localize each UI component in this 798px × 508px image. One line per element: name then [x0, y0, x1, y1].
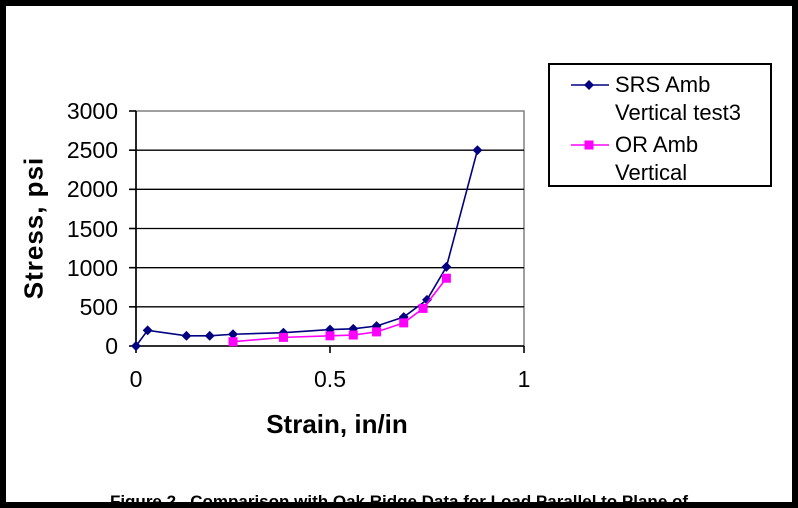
- diamond-marker-icon: [571, 80, 609, 90]
- data-point-diamond: [204, 330, 215, 341]
- legend-label-or: OR Amb Vertical: [615, 131, 698, 187]
- figure-caption: Figure 2. Comparison with Oak Ridge Data…: [10, 447, 788, 508]
- y-axis-title: Stress, psi: [18, 156, 49, 300]
- square-marker-icon: [571, 140, 609, 150]
- x-tick-label: 1: [517, 366, 531, 392]
- legend-label-line: SRS Amb: [615, 72, 711, 97]
- data-point-diamond: [472, 145, 483, 156]
- data-point-square: [372, 327, 382, 337]
- caption-line-1: Figure 2. Comparison with Oak Ridge Data…: [109, 492, 689, 508]
- data-point-diamond: [441, 261, 452, 272]
- series-line: [135, 149, 479, 347]
- data-point-diamond: [131, 341, 141, 351]
- data-point-diamond: [228, 329, 238, 340]
- data-point-square: [418, 303, 428, 313]
- data-point-square: [325, 331, 335, 341]
- legend-label-line: Vertical: [615, 160, 688, 185]
- data-point-square: [278, 332, 288, 342]
- x-axis-title: Strain, in/in: [266, 409, 408, 439]
- data-point-square: [348, 330, 358, 340]
- y-tick-label: 0: [105, 333, 118, 359]
- y-tick-label: 3000: [66, 98, 118, 124]
- data-point-diamond: [181, 330, 192, 341]
- legend-label-srs: SRS Amb Vertical test3: [615, 71, 741, 127]
- legend-label-line: OR Amb: [615, 132, 699, 157]
- y-tick-label: 1000: [66, 254, 118, 281]
- legend-entry-or: OR Amb Vertical: [570, 131, 770, 187]
- data-point-diamond: [142, 325, 153, 336]
- legend: SRS Amb Vertical test3 OR Amb Vertical: [548, 63, 772, 187]
- data-point-square: [441, 273, 451, 283]
- legend-entry-srs: SRS Amb Vertical test3: [570, 71, 770, 127]
- y-tick-label: 500: [79, 293, 118, 320]
- data-point-square: [228, 337, 238, 347]
- data-point-square: [399, 318, 409, 328]
- x-tick-label: 0: [129, 366, 143, 392]
- y-tick-label: 2000: [66, 176, 118, 203]
- y-tick-label: 2500: [66, 137, 118, 164]
- data-point-diamond: [422, 294, 432, 305]
- legend-label-line: Vertical test3: [615, 100, 741, 125]
- x-tick-label: 0.5: [314, 366, 346, 392]
- y-tick-label: 1500: [66, 215, 118, 242]
